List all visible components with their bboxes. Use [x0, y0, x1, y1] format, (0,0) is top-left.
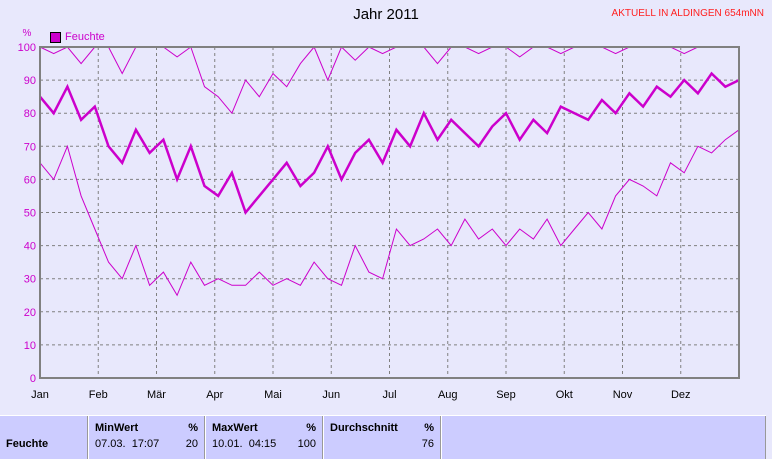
empty-cell — [441, 416, 766, 459]
y-tick-label: 20 — [24, 307, 36, 319]
min-header: MinWert — [95, 422, 138, 434]
y-tick-label: 70 — [24, 141, 36, 153]
y-tick-label: 10 — [24, 340, 36, 352]
max-date: 10.01. 04:15 — [212, 438, 276, 450]
y-tick-label: 100 — [18, 42, 36, 54]
legend-label: Feuchte — [65, 31, 105, 43]
max-header: MaxWert — [212, 422, 258, 434]
row-label-cell: Feuchte — [0, 416, 88, 459]
y-tick-label: 90 — [24, 75, 36, 87]
x-tick-label: Sep — [496, 389, 516, 401]
y-tick-label: 40 — [24, 241, 36, 253]
y-tick-label: 50 — [24, 208, 36, 220]
x-tick-label: Jul — [382, 389, 396, 401]
avg-header: Durchschnitt — [330, 422, 398, 434]
stats-table: Feuchte MinWert % 07.03. 17:07 20 MaxWer… — [0, 415, 766, 459]
avg-cell: Durchschnitt % 76 — [323, 416, 441, 459]
min-unit: % — [188, 422, 198, 434]
y-tick-label: 0 — [30, 373, 36, 385]
max-value: 100 — [298, 438, 316, 450]
min-date: 07.03. 17:07 — [95, 438, 159, 450]
avg-value: 76 — [422, 438, 434, 450]
y-tick-label: 30 — [24, 274, 36, 286]
avg-unit: % — [424, 422, 434, 434]
y-axis-label: % — [23, 28, 32, 39]
x-tick-label: Feb — [89, 389, 108, 401]
max-cell: MaxWert % 10.01. 04:15 100 — [205, 416, 323, 459]
x-tick-label: Mär — [147, 389, 166, 401]
humidity-chart: 0 10 20 30 40 50 60 70 80 90 100% Jan Feb Mär Apr Mai Ju… — [0, 0, 772, 410]
max-unit: % — [306, 422, 316, 434]
min-cell: MinWert % 07.03. 17:07 20 — [88, 416, 205, 459]
x-tick-label: Okt — [556, 389, 573, 401]
y-tick-label: 80 — [24, 108, 36, 120]
x-tick-label: Jun — [322, 389, 340, 401]
row-label: Feuchte — [6, 438, 48, 450]
x-tick-label: Jan — [31, 389, 49, 401]
x-tick-label: Apr — [206, 389, 223, 401]
x-tick-label: Dez — [671, 389, 691, 401]
min-value: 20 — [186, 438, 198, 450]
y-tick-label: 60 — [24, 174, 36, 186]
x-tick-label: Mai — [264, 389, 282, 401]
legend: Feuchte — [50, 31, 105, 43]
legend-swatch — [50, 32, 61, 43]
x-tick-label: Aug — [438, 389, 458, 401]
x-tick-label: Nov — [613, 389, 633, 401]
